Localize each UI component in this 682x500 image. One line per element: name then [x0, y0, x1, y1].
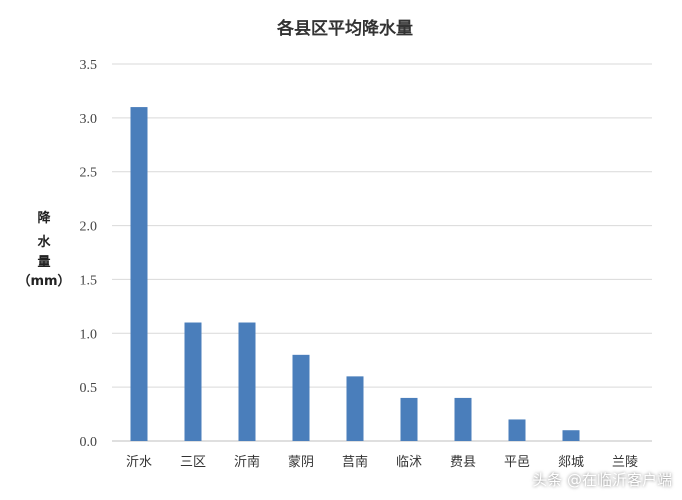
- bar: [454, 397, 472, 441]
- x-tick-label: 费县: [450, 455, 476, 470]
- x-tick-label: 兰陵: [612, 455, 638, 470]
- y-tick-label: 0.5: [80, 381, 98, 396]
- gridlines: [112, 63, 652, 442]
- y-axis-label-line: 水: [37, 234, 51, 250]
- y-axis-label-line: （mm）: [17, 273, 70, 289]
- watermark: 头条 @在临沂客户端: [532, 471, 672, 489]
- bar: [346, 376, 364, 441]
- bar: [562, 430, 580, 441]
- x-tick-labels: 沂水 三区 沂南 蒙阴 莒南 临沭 费县 平邑 郯城 兰陵: [126, 454, 638, 470]
- y-tick-label: 2.5: [80, 166, 98, 181]
- x-tick-label: 沂水: [126, 455, 152, 470]
- y-tick-labels: 0.0 0.5 1.0 1.5 2.0 2.5 3.0 3.5: [80, 58, 98, 450]
- y-tick-label: 1.5: [80, 273, 98, 288]
- y-axis-label-line: 量: [37, 255, 50, 270]
- x-tick-label: 三区: [180, 455, 206, 470]
- bar: [292, 354, 310, 441]
- x-tick-label: 沂南: [234, 454, 260, 470]
- chart-title: 各县区平均降水量: [276, 18, 413, 39]
- x-tick-label: 莒南: [342, 454, 368, 470]
- y-tick-label: 2.0: [80, 220, 98, 235]
- y-tick-label: 3.5: [80, 58, 98, 73]
- y-axis-label: 降水量 （mm）: [17, 210, 70, 289]
- bar: [400, 397, 418, 441]
- x-tick-label: 平邑: [504, 455, 530, 470]
- y-tick-label: 3.0: [80, 112, 98, 127]
- bar: [238, 322, 256, 441]
- bars: [130, 107, 580, 441]
- bar: [184, 322, 202, 441]
- y-axis-label-line: 降: [37, 210, 51, 226]
- bar: [130, 107, 148, 441]
- bar: [508, 419, 526, 441]
- x-tick-label: 蒙阴: [288, 455, 314, 470]
- x-tick-label: 临沭: [396, 455, 422, 470]
- y-tick-label: 1.0: [80, 327, 98, 342]
- y-tick-label: 0.0: [80, 435, 98, 450]
- x-tick-label: 郯城: [558, 455, 584, 470]
